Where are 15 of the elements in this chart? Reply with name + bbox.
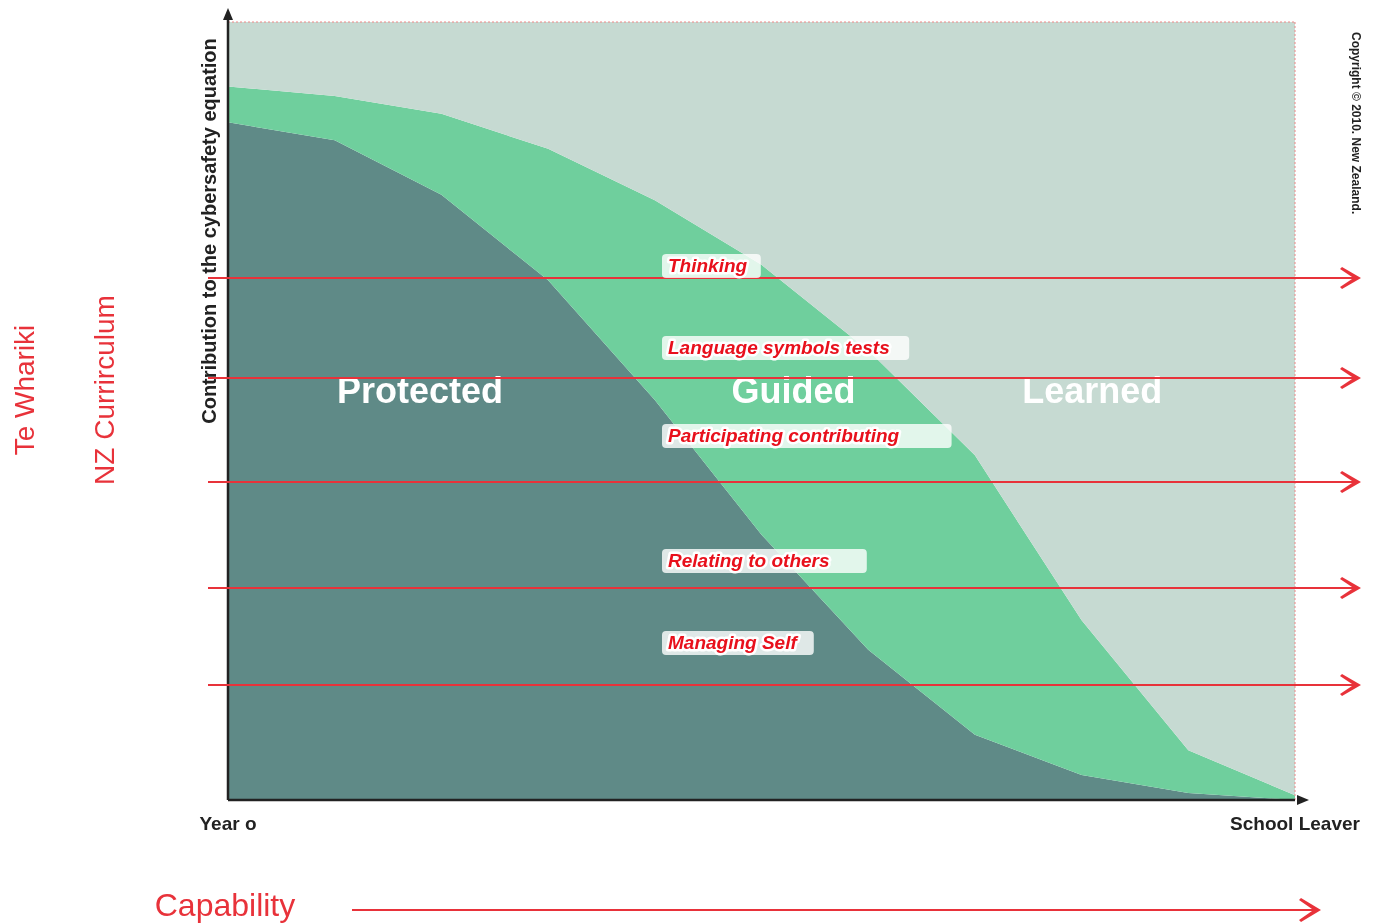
x-tick-label: Year o — [199, 813, 257, 834]
text: NZ Currirculum — [89, 295, 120, 485]
annotation: Participating contributing — [668, 425, 900, 446]
x-tick-label: School Leaver — [1230, 813, 1361, 834]
annotation: Language symbols tests — [668, 337, 890, 358]
annotation: Relating to others — [668, 550, 830, 571]
text: Copyright © 2010. New Zealand. — [1349, 32, 1363, 215]
annotation: Thinking — [668, 255, 748, 276]
series-label: Guided — [731, 370, 856, 412]
y-axis-title: Contribution to the cybersafety equation — [198, 38, 220, 424]
series-label: Protected — [337, 370, 504, 412]
text: Te Whariki — [9, 324, 40, 456]
series-label: Learned — [1022, 370, 1163, 412]
annotation: Managing Self — [668, 632, 799, 653]
x-axis-title: Capability — [154, 887, 296, 923]
